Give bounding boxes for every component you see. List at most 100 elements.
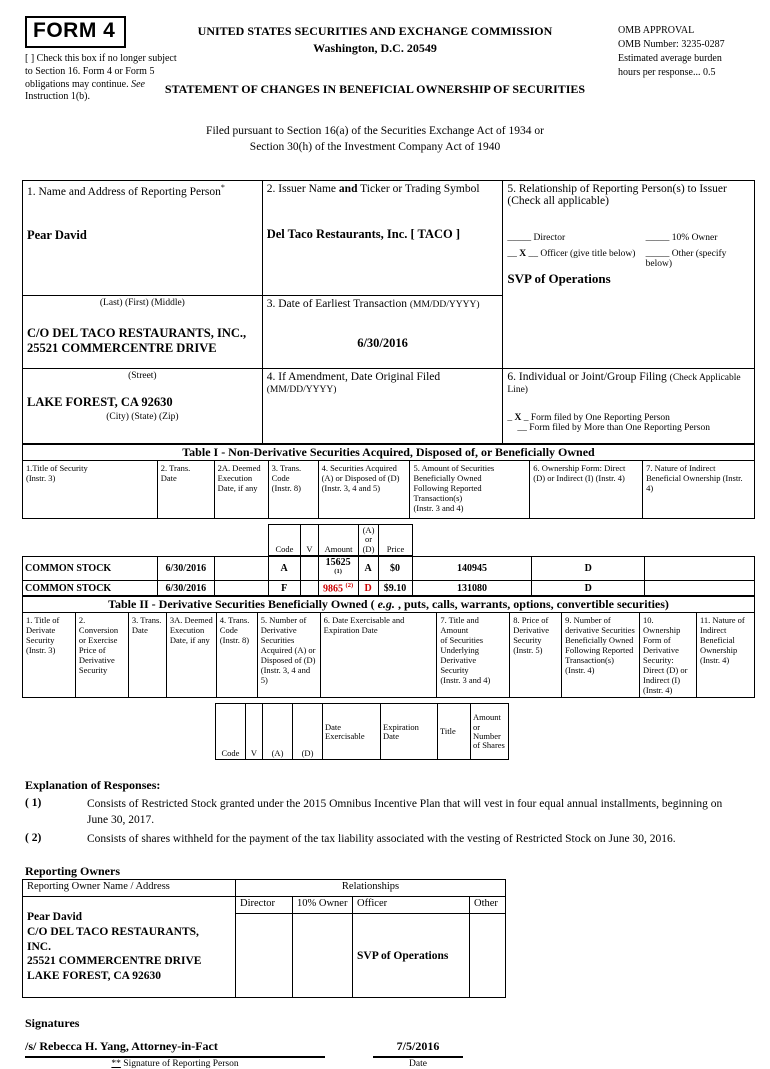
table2-col-number-derivative: 5. Number of Derivative Securities Acqui… — [256, 612, 321, 699]
row1-owned: 140945 — [411, 555, 533, 582]
row1-price: $0 — [377, 555, 413, 582]
row1-aord: A — [357, 555, 379, 582]
form4-badge: FORM 4 — [25, 16, 127, 48]
signature-block: /s/ Rebecca H. Yang, Attorney-in-Fact **… — [25, 1039, 325, 1069]
table2-col-trans-code: 4. Trans. Code (Instr. 8) — [215, 612, 258, 699]
omb-title: OMB APPROVAL — [618, 25, 695, 36]
box2-issuer-cell: 2. Issuer Name and Ticker or Trading Sym… — [261, 180, 504, 296]
row1-security-title: COMMON STOCK — [22, 555, 158, 582]
table2-col-number-owned: 9. Number of derivative Securities Benef… — [561, 612, 641, 699]
box1-address-cell: (Last) (First) (Middle) C/O DEL TACO RES… — [22, 295, 263, 369]
table1-col-title-of-security: 1.Title of Security (Instr. 3) — [22, 460, 158, 519]
city-state-zip-label: (City) (State) (Zip) — [106, 412, 179, 422]
table1-header: 1.Title of Security (Instr. 3) 2. Trans.… — [22, 460, 755, 519]
checkbox-note-see: See — [131, 78, 145, 90]
table1-col-nature-indirect: 7. Nature of Indirect Beneficial Ownersh… — [642, 460, 755, 519]
relationship-officer-option: __ X __ Officer (give title below) — [507, 249, 636, 259]
signature-caption: ** Signature of Reporting Person — [111, 1059, 239, 1069]
footnote-1-number: ( 1) — [25, 797, 42, 810]
table2-sub-expiration: Expiration Date — [380, 703, 438, 761]
filing-multi-person-option: __ Form filed by More than One Reporting… — [517, 423, 710, 433]
row1-code: A — [267, 555, 301, 582]
signature-footnote-stars: ** — [111, 1059, 121, 1069]
box4-label: 4. If Amendment, Date Original Filed (MM… — [266, 371, 441, 395]
reporting-person-address-2: LAKE FOREST, CA 92630 — [27, 395, 173, 409]
row2-footnote: (2) — [345, 582, 354, 590]
relationships-col-officer: Officer — [352, 896, 470, 914]
table2-col-ownership-form: 10. Ownership Form of Derivative Securit… — [639, 612, 697, 699]
issuer-name-ticker: Del Taco Restaurants, Inc. [ TACO ] — [266, 227, 461, 241]
reporting-person-name: Pear David — [27, 227, 87, 242]
reporting-owners-table: Reporting Owner Name / Address Relations… — [22, 879, 506, 998]
owner-name-address-header: Reporting Owner Name / Address — [22, 879, 236, 897]
row2-owned: 131080 — [411, 580, 533, 597]
owner-other-value — [469, 913, 506, 998]
table2-col-title-derivative: 1. Title of Derivate Security (Instr. 3) — [22, 612, 76, 699]
reporting-person-info-table: 1. Name and Address of Reporting Person*… — [22, 180, 755, 444]
table2-col-nature-indirect: 11. Nature of Indirect Beneficial Owners… — [695, 612, 756, 699]
table1-col-trans-code: 3. Trans. Code (Instr. 8) — [267, 460, 319, 519]
row2-nature — [644, 580, 755, 597]
relationship-director-option: _____ Director — [507, 233, 566, 243]
box3-earliest-transaction-cell: 3. Date of Earliest Transaction (MM/DD/Y… — [261, 295, 504, 369]
table2-sub-title: Title — [437, 703, 471, 761]
relationships-header: Relationships — [235, 879, 506, 897]
row1-v — [299, 555, 319, 582]
row1-trans-date: 6/30/2016 — [156, 555, 215, 582]
box2-label: 2. Issuer Name and Ticker or Trading Sym… — [266, 183, 480, 195]
box1-label: 1. Name and Address of Reporting Person* — [27, 183, 225, 198]
earliest-transaction-date: 6/30/2016 — [357, 336, 408, 350]
filing-one-person-option: _ X _ Form filed by One Reporting Person — [507, 413, 670, 423]
row2-trans-date: 6/30/2016 — [156, 580, 215, 597]
footnote-1-text: Consists of Restricted Stock granted und… — [87, 798, 723, 826]
box4-amendment-cell: 4. If Amendment, Date Original Filed (MM… — [261, 368, 504, 444]
reporting-person-address-1: C/O DEL TACO RESTAURANTS, INC., 25521 CO… — [27, 326, 247, 355]
table2-sub-a: (A) — [262, 703, 293, 761]
omb-approval-box: OMB APPROVAL OMB Number: 3235-0287 Estim… — [618, 24, 768, 80]
owner-director-value — [235, 913, 293, 998]
omb-burden-2: hours per response... 0.5 — [618, 67, 716, 78]
owner-officer-value: SVP of Operations — [352, 913, 470, 998]
row2-ownership-form: D — [531, 580, 646, 597]
box3-label: 3. Date of Earliest Transaction (MM/DD/Y… — [266, 298, 480, 310]
omb-number: OMB Number: 3235-0287 — [618, 39, 725, 50]
box1-citystate-cell: (Street) LAKE FOREST, CA 92630 (City) (S… — [22, 368, 263, 444]
box5-label: 5. Relationship of Reporting Person(s) t… — [507, 183, 727, 207]
row1-deemed-date — [213, 555, 269, 582]
table1-row-2: COMMON STOCK 6/30/2016 F 9865 (2) D $9.1… — [22, 580, 755, 597]
footnote-2-text: Consists of shares withheld for the paym… — [87, 833, 676, 846]
table2-col-date-exercisable: 6. Date Exercisable and Expiration Date — [319, 612, 438, 699]
relationships-col-10pct: 10% Owner — [292, 896, 353, 914]
row1-footnote: (1) — [334, 568, 342, 575]
explanation-item-1: ( 1) Consists of Restricted Stock grante… — [25, 797, 755, 828]
relationship-other-option: _____ Other (specify below) — [645, 249, 727, 269]
row2-code: F — [267, 580, 301, 597]
row2-price: $9.10 — [377, 580, 413, 597]
form-body: 1. Name and Address of Reporting Person*… — [22, 180, 756, 1069]
table1-subheader-strip: Code V Amount (A) or (D) Price — [22, 519, 755, 557]
signature-row: /s/ Rebecca H. Yang, Attorney-in-Fact **… — [22, 1039, 755, 1069]
explanation-item-2: ( 2) Consists of shares withheld for the… — [25, 832, 755, 848]
officer-x-mark: X — [519, 249, 527, 259]
table2-col-trans-date: 3. Trans. Date — [127, 612, 167, 699]
agency-title: UNITED STATES SECURITIES AND EXCHANGE CO… — [197, 24, 553, 38]
table2-sub-code: Code — [215, 703, 246, 761]
table2-title: Table II - Derivative Securities Benefic… — [22, 596, 755, 613]
row1-ownership-form: D — [531, 555, 646, 582]
checkbox-note-text: [ ] Check this box if no longer subject … — [25, 53, 177, 90]
signature-date-value: 7/5/2016 — [373, 1039, 463, 1058]
table1-sub-code: Code — [268, 523, 301, 557]
table1-col-deemed-execution: 2A. Deemed Execution Date, if any — [213, 460, 269, 519]
table2-subheader-strip: Code V (A) (D) Date Exercisable Expirati… — [22, 698, 755, 768]
last-first-middle-label: (Last) (First) (Middle) — [99, 298, 185, 308]
table1-col-amount-owned: 5. Amount of Securities Beneficially Own… — [409, 460, 531, 519]
row2-amount: 9865 (2) — [317, 580, 359, 597]
table2-col-deemed-execution: 3A. Deemed Execution Date, if any — [165, 612, 217, 699]
table2-col-price: 8. Price of Derivative Security (Instr. … — [509, 612, 563, 699]
filing-x-mark: X — [514, 413, 522, 423]
row1-nature — [644, 555, 755, 582]
owner-name-address-value: Pear David C/O DEL TACO RESTAURANTS, INC… — [22, 896, 236, 998]
street-label: (Street) — [128, 371, 157, 381]
box6-label: 6. Individual or Joint/Group Filing (Che… — [507, 371, 741, 395]
table1-col-ownership-form: 6. Ownership Form: Direct (D) or Indirec… — [529, 460, 644, 519]
